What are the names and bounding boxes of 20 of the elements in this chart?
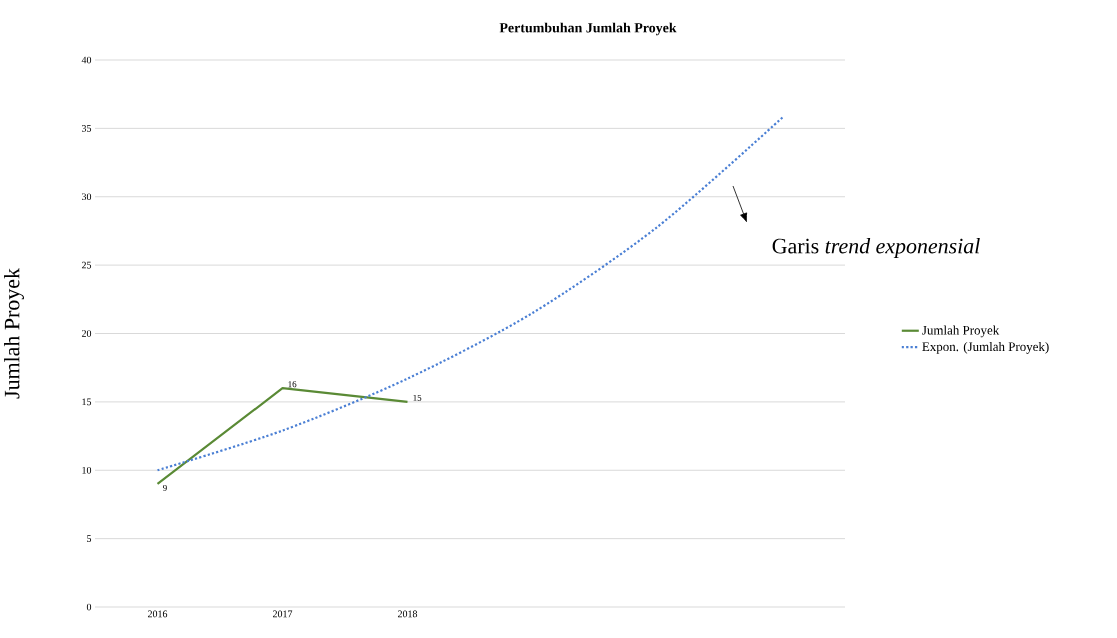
y-axis-title: Jumlah Proyek (4, 268, 24, 399)
x-tick-label: 2016 (147, 610, 168, 618)
y-tick-label: 40 (81, 56, 92, 64)
data-label: 9 (162, 484, 167, 491)
data-label: 15 (413, 394, 422, 401)
y-tick-label: 25 (81, 261, 92, 269)
x-tick-label: 2018 (397, 610, 418, 618)
x-tick-label: 2017 (272, 610, 293, 618)
legend-label: Jumlah Proyek (922, 325, 1000, 338)
y-tick-label: 35 (82, 125, 92, 132)
y-tick-label: 5 (87, 535, 92, 542)
chart-title: Pertumbuhan Jumlah Proyek (499, 22, 677, 36)
legend-label: Expon. (Jumlah Proyek) (922, 341, 1049, 354)
y-tick-label: 0 (86, 603, 92, 611)
annotation: Garis trend exponensial (772, 238, 980, 258)
y-tick-label: 15 (82, 398, 92, 406)
data-label: 16 (288, 381, 297, 388)
y-tick-label: 20 (81, 330, 92, 337)
y-tick-label: 30 (82, 193, 92, 201)
y-tick-label: 10 (82, 466, 92, 474)
